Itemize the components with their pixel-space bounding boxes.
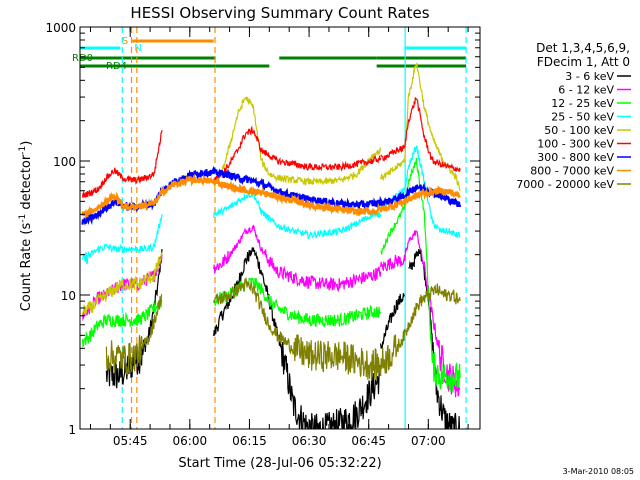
series-100-300-kev — [81, 97, 461, 198]
legend-label: 7000 - 20000 keV — [516, 178, 614, 191]
chart-title: HESSI Observing Summary Count Rates — [130, 4, 429, 22]
y-axis-label-mid: detector — [19, 154, 34, 214]
series-layer — [81, 61, 462, 429]
plot-frame — [79, 26, 481, 430]
series-7000-20000-kev — [105, 277, 461, 381]
series-line — [81, 173, 461, 220]
x-tick-label: 05:45 — [113, 434, 148, 448]
flag-rd0-label: RD0 — [72, 53, 93, 64]
legend-header-2: FDecim 1, Att 0 — [537, 55, 630, 69]
y-axis-label-end: ) — [19, 141, 34, 146]
series-line — [81, 214, 163, 265]
legend-label: 6 - 12 keV — [558, 84, 614, 97]
series-800-7000-kev — [81, 173, 461, 220]
x-tick-label: 06:00 — [173, 434, 208, 448]
legend-label: 12 - 25 keV — [551, 97, 614, 110]
y-tick-label: 10 — [61, 289, 76, 303]
series-line — [380, 61, 461, 191]
legend-header-1: Det 1,3,4,5,6,9, — [536, 41, 630, 55]
series-line — [213, 224, 382, 293]
series-line — [213, 190, 382, 240]
y-tick-label: 100 — [53, 155, 76, 169]
x-axis-label: Start Time (28-Jul-06 05:32:22) — [178, 456, 381, 471]
series-line — [81, 299, 163, 349]
series-line — [213, 96, 382, 188]
axes-layer: 1 10 100 1000 05:45 06:00 06:15 06:30 06:45 07:00 — [45, 21, 481, 448]
flag-layer: SN RD0 RD4 — [72, 36, 467, 72]
legend-label: 300 - 800 keV — [537, 151, 614, 164]
x-tick-label: 07:00 — [411, 434, 446, 448]
y-axis-label-sup1: -1 — [18, 214, 28, 223]
y-axis-label-main: Count Rate (s — [19, 223, 34, 312]
y-axis-label: Count Rate (s-1 detector-1) — [18, 141, 34, 312]
x-tick-label: 06:45 — [351, 434, 386, 448]
series-line — [81, 252, 163, 317]
y-tick-label: 1000 — [45, 21, 76, 35]
flag-s-label: S — [122, 36, 128, 47]
legend-label: 800 - 7000 keV — [530, 165, 614, 178]
legend-label: 100 - 300 keV — [537, 138, 614, 151]
series-line — [81, 129, 163, 198]
series-line — [380, 97, 461, 173]
flag-rd4-label: RD4 — [106, 61, 127, 72]
y-tick-label: 1 — [68, 423, 76, 437]
series-line — [105, 293, 163, 375]
legend-label: 50 - 100 keV — [544, 124, 614, 137]
series-25-50-kev — [81, 145, 461, 265]
series-line — [380, 230, 461, 398]
series-line — [408, 249, 461, 429]
flag-n-label: N — [134, 43, 141, 54]
series-line — [213, 277, 382, 381]
y-axis-label-sup2: -1 — [18, 146, 28, 155]
series-line — [380, 293, 405, 349]
legend-label: 25 - 50 keV — [551, 111, 614, 124]
series-line — [380, 145, 461, 239]
x-tick-label: 06:30 — [292, 434, 327, 448]
vline-layer — [121, 27, 467, 429]
legend-label: 3 - 6 keV — [565, 70, 614, 83]
series-line — [213, 125, 382, 182]
series-line — [380, 283, 461, 376]
series-line — [213, 247, 382, 429]
x-tick-label: 06:15 — [232, 434, 267, 448]
footer-timestamp: 3-Mar-2010 08:05 — [563, 467, 634, 476]
legend: Det 1,3,4,5,6,9, FDecim 1, Att 0 3 - 6 k… — [516, 41, 631, 191]
